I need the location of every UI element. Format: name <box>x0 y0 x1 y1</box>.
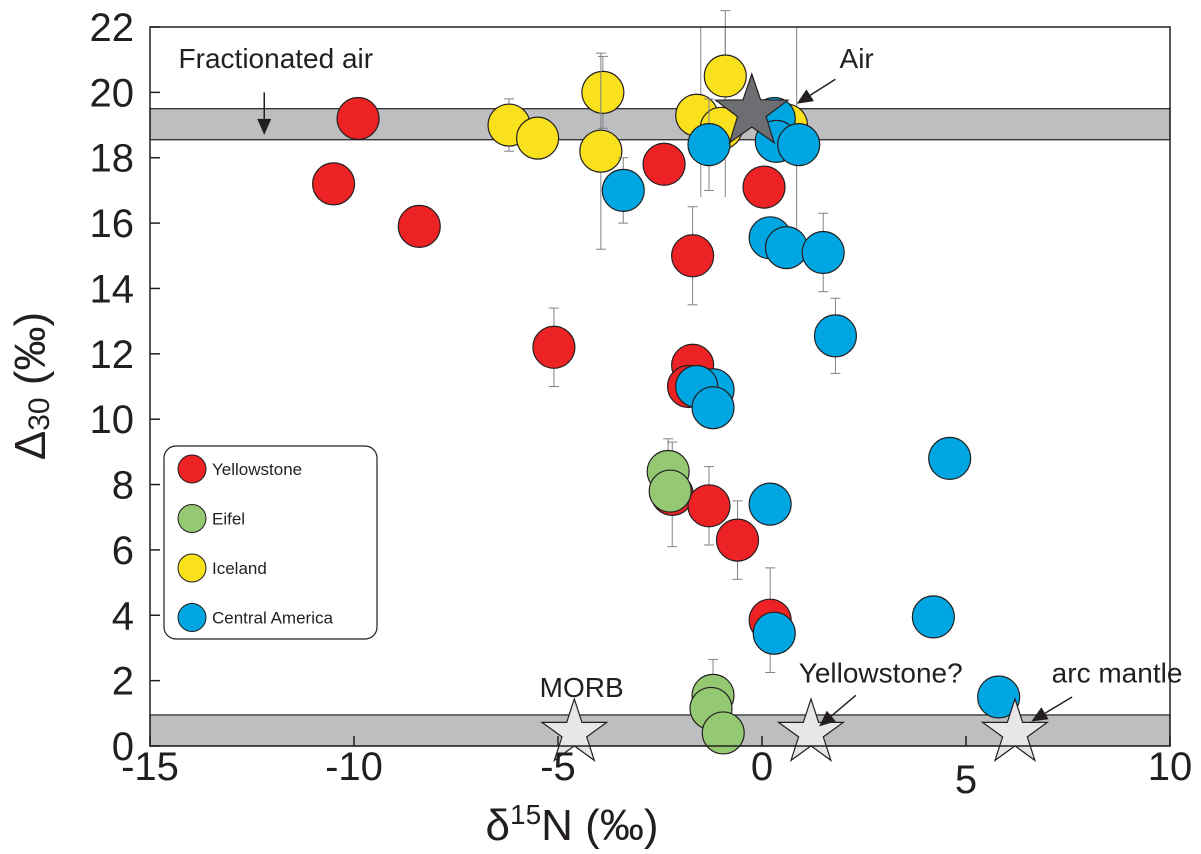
reference-bands <box>149 108 1171 747</box>
annotations: Fractionated air Air MORB Yellowstone? arc m… <box>179 43 1183 727</box>
series-eifel <box>646 438 745 755</box>
data-point <box>715 518 760 562</box>
annotation-air: Air <box>840 43 874 74</box>
y-tick-label: 10 <box>90 398 135 442</box>
y-tick-label: 16 <box>90 202 135 246</box>
data-point <box>701 711 745 755</box>
legend-swatch <box>177 504 207 533</box>
x-tick-label: 10 <box>1148 745 1193 789</box>
data-point <box>601 168 645 213</box>
x-tick-label: 5 <box>955 758 977 802</box>
star-air <box>713 72 790 145</box>
data-point <box>579 129 623 173</box>
x-tick-label: -10 <box>325 745 383 789</box>
data-point <box>397 204 441 248</box>
arrow-arc-mantle <box>1031 696 1073 722</box>
legend-item: Central America <box>177 603 333 632</box>
legend-label: Yellowstone <box>212 460 302 479</box>
legend-item: Iceland <box>177 553 267 583</box>
legend-swatch <box>177 553 207 583</box>
data-point <box>691 386 735 430</box>
data-point <box>642 142 686 186</box>
data-point <box>336 96 380 141</box>
legend: Yellowstone Eifel Iceland Central America <box>163 445 378 640</box>
y-tick-label: 0 <box>112 725 134 769</box>
data-point <box>752 611 796 655</box>
arrow-air <box>796 78 836 104</box>
legend-box <box>163 445 378 640</box>
data-point <box>515 116 560 160</box>
legend-swatch <box>177 454 207 484</box>
legend-label: Eifel <box>212 510 245 529</box>
y-tick-label: 8 <box>112 464 134 508</box>
annotation-fractionated-air: Fractionated air <box>179 43 374 74</box>
legend-swatch <box>177 603 207 632</box>
data-point <box>687 484 731 528</box>
data-point <box>703 54 747 98</box>
data-point <box>671 234 715 278</box>
data-point <box>581 70 625 114</box>
data-point <box>748 482 792 526</box>
star-yellowstone <box>776 696 846 762</box>
x-tick-label: 0 <box>751 745 773 789</box>
data-point <box>801 230 845 275</box>
y-axis-title: Δ30 (‰) <box>6 312 56 460</box>
annotation-yellowstone-q: Yellowstone? <box>799 657 963 688</box>
plot-frame <box>149 26 1171 747</box>
data-point <box>764 226 809 270</box>
y-tick-label: 18 <box>90 137 135 181</box>
arrow-fractionated-air <box>257 92 272 135</box>
y-tick-label: 12 <box>90 333 135 377</box>
annotation-arc-mantle: arc mantle <box>1052 657 1183 688</box>
data-point <box>911 595 955 639</box>
x-axis-title: δ15N (‰) <box>486 799 659 850</box>
data-point <box>813 314 858 358</box>
data-point <box>742 165 786 209</box>
data-point <box>648 469 692 513</box>
legend-label: Iceland <box>212 559 267 578</box>
legend-items: Yellowstone Eifel Iceland Central America <box>177 454 333 632</box>
fractionated-air-band <box>149 108 1171 141</box>
legend-item: Yellowstone <box>177 454 302 484</box>
y-tick-label: 4 <box>112 594 134 638</box>
y-tick-label: 22 <box>90 6 135 50</box>
data-point <box>928 436 972 480</box>
y-tick-label: 2 <box>112 660 134 704</box>
y-tick-label: 6 <box>112 529 134 573</box>
data-points <box>312 10 1021 755</box>
data-point <box>312 162 356 206</box>
data-point <box>687 123 731 167</box>
legend-item: Eifel <box>177 504 245 533</box>
y-tick-label: 14 <box>90 267 135 311</box>
data-point <box>532 325 576 369</box>
x-tick-label: -5 <box>540 745 576 789</box>
series-central-america <box>601 96 1021 719</box>
arrow-yellowstone-q <box>819 694 857 727</box>
legend-label: Central America <box>212 609 333 628</box>
annotation-morb: MORB <box>540 672 624 703</box>
data-point <box>977 675 1021 719</box>
data-point <box>777 123 821 167</box>
x-tick-label: -15 <box>121 745 179 789</box>
y-tick-label: 20 <box>90 71 135 115</box>
axis-ticks: -15 -10 -5 0 5 10 0 2 4 6 8 10 12 14 16 18 20 22 <box>90 6 1193 802</box>
